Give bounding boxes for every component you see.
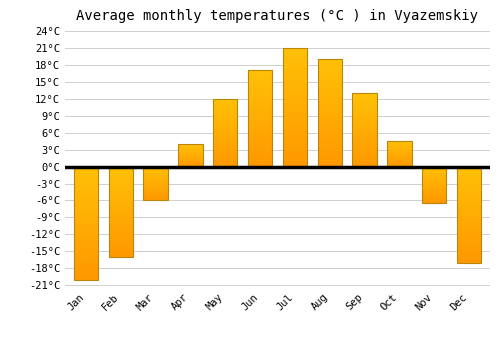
Bar	[422, 167, 446, 203]
Bar	[178, 144, 203, 167]
Bar	[108, 167, 133, 257]
Bar	[282, 48, 307, 167]
Bar	[144, 167, 168, 201]
Bar	[248, 70, 272, 167]
Bar	[457, 167, 481, 263]
Bar	[213, 99, 238, 167]
Bar	[352, 93, 377, 167]
Title: Average monthly temperatures (°C ) in Vyazemskiy: Average monthly temperatures (°C ) in Vy…	[76, 9, 478, 23]
Bar	[74, 167, 98, 280]
Bar	[318, 59, 342, 167]
Bar	[387, 141, 411, 167]
